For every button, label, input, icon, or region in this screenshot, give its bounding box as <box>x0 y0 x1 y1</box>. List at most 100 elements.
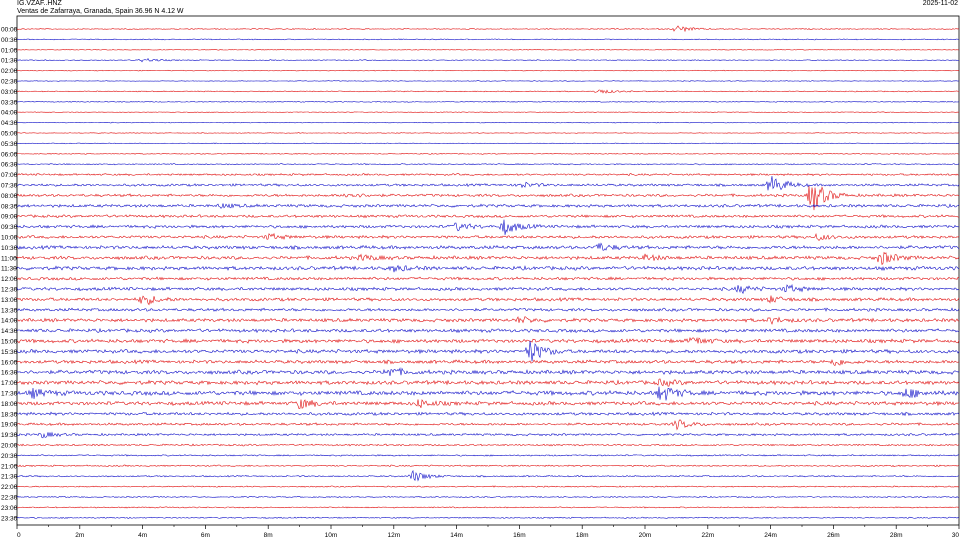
x-tick-label: 22m <box>701 532 714 539</box>
x-tick-label: 30 <box>952 532 960 539</box>
x-tick-label: 28m <box>890 532 903 539</box>
trace-row <box>16 25 960 33</box>
row-time-label: 04:00 <box>1 110 18 117</box>
trace-row <box>16 359 960 367</box>
trace-row <box>16 419 960 431</box>
trace-row <box>16 100 960 103</box>
x-tick-label: 0 <box>17 532 21 539</box>
row-time-label: 12:30 <box>1 287 18 294</box>
row-time-label: 20:30 <box>1 453 18 460</box>
row-time-label: 01:00 <box>1 47 18 54</box>
trace-row <box>16 485 960 488</box>
trace-row <box>16 411 960 417</box>
trace-row <box>16 316 960 325</box>
row-time-label: 12:00 <box>1 276 18 283</box>
trace-row <box>16 185 960 211</box>
plot-frame <box>16 15 960 526</box>
trace-row <box>16 295 960 306</box>
row-time-label: 02:30 <box>1 79 18 86</box>
row-time-label: 03:30 <box>1 99 18 106</box>
trace-row <box>16 327 960 334</box>
trace-row <box>16 516 960 519</box>
trace-row <box>16 399 960 409</box>
trace-row <box>16 132 959 134</box>
row-time-label: 03:00 <box>1 89 18 96</box>
trace-row <box>16 386 960 401</box>
row-time-label: 23:30 <box>1 515 18 522</box>
x-tick-label: 8m <box>264 532 273 539</box>
row-time-label: 10:00 <box>1 235 18 242</box>
trace-row <box>16 121 960 124</box>
trace-row <box>16 214 959 219</box>
row-time-label: 14:30 <box>1 328 18 335</box>
row-time-label: 15:30 <box>1 349 18 356</box>
row-time-label: 19:00 <box>1 422 18 429</box>
station-location: Ventas de Zafarraya, Granada, Spain 36.9… <box>17 8 184 15</box>
x-tick-label: 26m <box>827 532 840 539</box>
trace-row <box>16 173 960 177</box>
x-tick-label: 2m <box>75 532 84 539</box>
x-tick-label: 14m <box>450 532 463 539</box>
row-time-label: 17:00 <box>1 380 18 387</box>
trace-row <box>16 283 960 295</box>
row-time-label: 23:00 <box>1 505 18 512</box>
trace-row <box>16 80 960 82</box>
trace-row <box>16 176 960 191</box>
trace-row <box>16 69 960 72</box>
row-time-label: 00:30 <box>1 37 18 44</box>
row-time-label: 15:00 <box>1 339 18 346</box>
trace-row <box>16 506 960 509</box>
row-time-label: 19:30 <box>1 432 18 439</box>
trace-row <box>16 142 960 145</box>
row-time-label: 18:30 <box>1 411 18 418</box>
row-time-label: 08:00 <box>1 193 18 200</box>
row-time-label: 11:30 <box>1 266 17 273</box>
trace-row <box>16 378 960 387</box>
trace-row <box>16 152 960 155</box>
trace-row <box>16 367 960 377</box>
trace-row <box>16 251 960 266</box>
row-time-label: 18:00 <box>1 401 18 408</box>
row-time-label: 07:00 <box>1 172 18 179</box>
row-time-label: 14:00 <box>1 318 18 325</box>
row-time-label: 01:30 <box>1 58 18 65</box>
record-date: 2025-11-02 <box>922 0 958 7</box>
trace-row <box>16 337 960 344</box>
row-time-label: 09:30 <box>1 224 18 231</box>
trace-row <box>16 495 960 499</box>
x-tick-label: 4m <box>138 532 147 539</box>
trace-row <box>16 276 960 281</box>
row-time-label: 22:30 <box>1 495 18 502</box>
row-time-label: 22:00 <box>1 484 18 491</box>
row-time-label: 05:00 <box>1 131 18 138</box>
x-tick-label: 16m <box>513 532 526 539</box>
row-time-label: 17:30 <box>1 391 18 398</box>
row-time-label: 04:30 <box>1 120 18 127</box>
row-time-label: 20:00 <box>1 443 18 450</box>
trace-row <box>16 111 960 113</box>
trace-row <box>16 443 960 447</box>
trace-row <box>16 89 960 94</box>
row-time-label: 10:30 <box>1 245 18 252</box>
trace-row <box>16 340 960 362</box>
trace-row <box>16 464 960 468</box>
x-tick-label: 12m <box>387 532 400 539</box>
row-time-label: 13:00 <box>1 297 18 304</box>
x-tick-label: 18m <box>576 532 589 539</box>
row-time-label: 11:00 <box>1 255 17 262</box>
trace-row <box>16 242 960 251</box>
row-time-label: 06:00 <box>1 151 18 158</box>
trace-row <box>16 38 960 41</box>
x-tick-label: 24m <box>764 532 777 539</box>
x-tick-label: 10m <box>325 532 338 539</box>
row-time-label: 06:30 <box>1 162 18 169</box>
x-tick-label: 20m <box>639 532 652 539</box>
trace-row <box>16 264 960 273</box>
row-time-label: 16:00 <box>1 359 18 366</box>
row-time-label: 00:00 <box>1 27 18 34</box>
row-time-label: 13:30 <box>1 307 18 314</box>
row-time-label: 21:00 <box>1 463 18 470</box>
trace-row <box>16 232 960 241</box>
row-time-label: 21:30 <box>1 474 18 481</box>
